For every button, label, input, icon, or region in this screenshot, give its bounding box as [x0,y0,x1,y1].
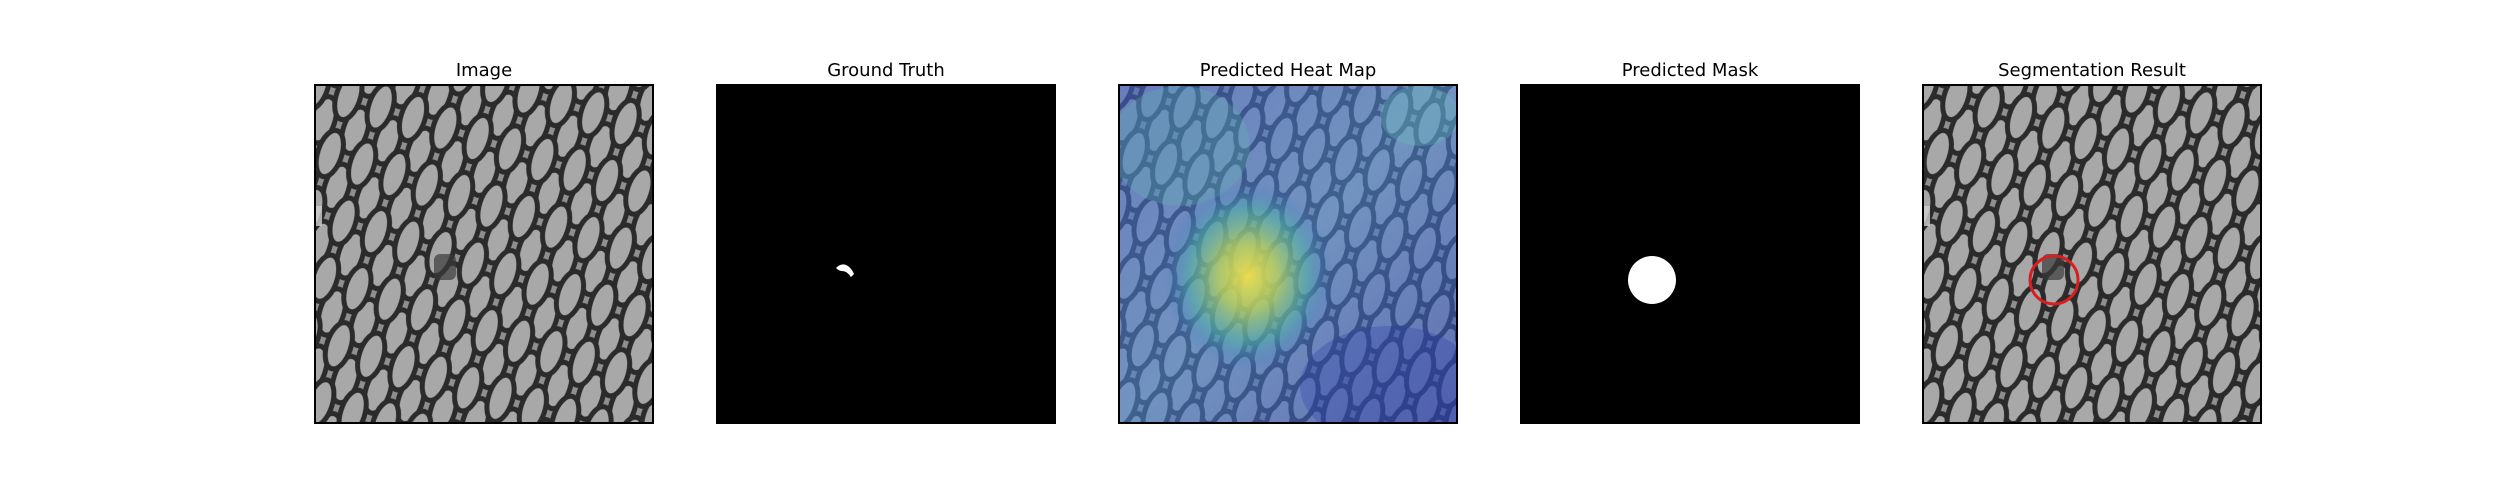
ground-truth-panel: Ground Truth [716,0,1056,500]
panel-title: Ground Truth [827,60,945,81]
panel-title: Predicted Mask [1621,60,1759,81]
predicted-mask-panel: Predicted Mask [1520,0,1860,500]
predicted-heat-map [1118,84,1458,424]
segmentation-result-panel: Segmentation Result [1922,0,2262,500]
ground-truth-region [836,264,854,277]
image-panel: Image [314,0,654,500]
defect-spot [434,254,456,280]
panel-title: Predicted Heat Map [1199,60,1377,81]
panel-title: Image [455,60,513,81]
segmentation-contour [2028,254,2080,306]
ground-truth-mask [716,84,1056,424]
segmentation-overlay [1922,84,2262,424]
input-image [314,84,654,424]
heat-hotspot [1163,181,1333,371]
predicted-mask [1520,84,1860,424]
predicted-region [1628,256,1676,304]
panel-title: Segmentation Result [1998,60,2186,81]
heat-map-panel: Predicted Heat Map [1118,0,1458,500]
